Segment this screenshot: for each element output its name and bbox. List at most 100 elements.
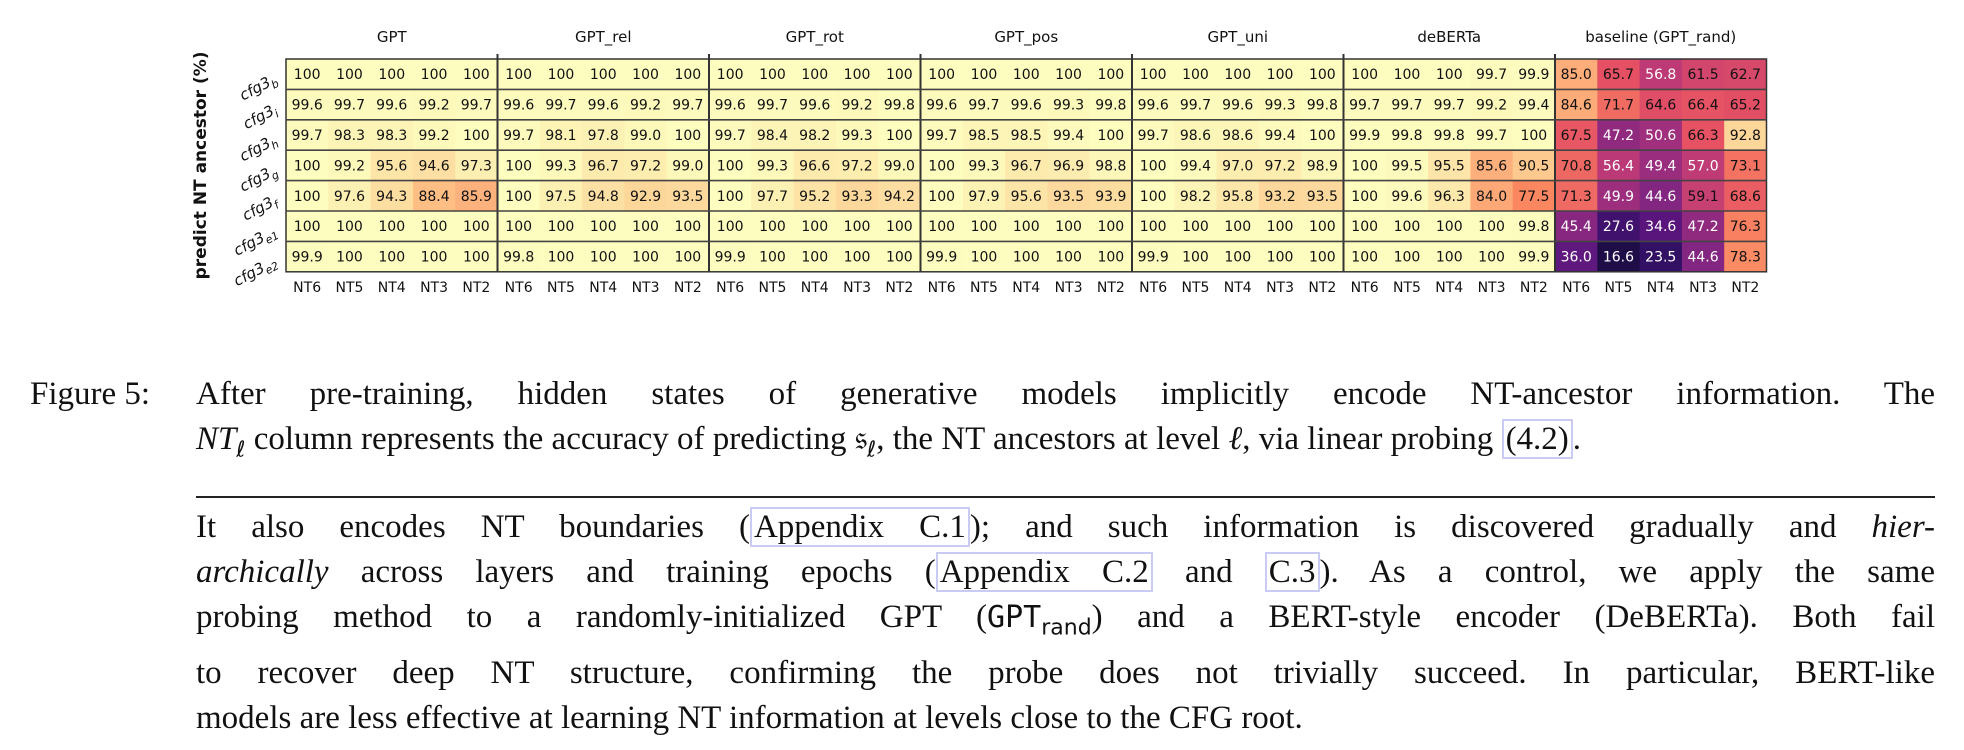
cell-value: 100 (505, 158, 532, 174)
cell-value: 100 (1097, 67, 1124, 83)
column-label: NT6 (505, 280, 533, 296)
heatmap-cell (1343, 59, 1387, 90)
cell-value: 100 (463, 67, 490, 83)
heatmap-cell (582, 89, 625, 121)
heatmap-cell (1639, 211, 1683, 242)
heatmap-cell (455, 59, 498, 90)
heatmap-cell (370, 119, 414, 151)
heatmap-cell (412, 119, 456, 151)
column-label: NT5 (1393, 280, 1421, 296)
cell-value: 100 (505, 189, 532, 205)
cell-value: 100 (928, 158, 955, 174)
group-header: GPT (377, 28, 408, 46)
heatmap-cell (370, 180, 414, 212)
cell-value: 94.2 (884, 189, 915, 205)
cell-value: 84.6 (1561, 98, 1592, 114)
cell-value: 100 (801, 219, 828, 235)
cell-value: 100 (717, 67, 744, 83)
cell-value: 99.7 (1476, 128, 1507, 144)
heatmap-cell (1724, 211, 1767, 242)
heatmap-cell (328, 59, 371, 90)
heatmap-cell (920, 89, 964, 121)
cell-value: 95.8 (1222, 189, 1253, 205)
heatmap-cell (1216, 180, 1260, 212)
heatmap-cell (1343, 241, 1387, 273)
heatmap-cell (1343, 89, 1387, 121)
heatmap-cell (1089, 59, 1133, 90)
heatmap-cell (328, 241, 371, 273)
heatmap-cell (1555, 119, 1598, 151)
heatmap-cell (1470, 89, 1514, 121)
heatmap-cell (1597, 241, 1640, 273)
cell-value: 100 (844, 67, 871, 83)
cell-value: 95.5 (1434, 158, 1465, 174)
heatmap-cell (1597, 150, 1640, 181)
cell-value: 100 (971, 219, 998, 235)
heatmap-cell (666, 150, 710, 181)
cell-value: 65.2 (1730, 98, 1761, 114)
cell-value: 100 (717, 158, 744, 174)
cell-value: 49.9 (1603, 189, 1634, 205)
heatmap-cell (328, 119, 371, 151)
cell-value: 94.8 (588, 189, 619, 205)
heatmap-cell (1724, 150, 1767, 181)
cell-value: 100 (632, 250, 659, 266)
appendix-c2-link[interactable]: Appendix C.2 (935, 552, 1153, 592)
equation-link[interactable]: (4.2) (1501, 419, 1573, 459)
cell-value: 34.6 (1645, 219, 1676, 235)
column-label: NT3 (1689, 280, 1717, 296)
cell-value: 95.2 (799, 189, 830, 205)
cell-value: 71.7 (1603, 98, 1634, 114)
appendix-c3-link[interactable]: C.3 (1264, 552, 1320, 592)
heatmap-cell (1132, 119, 1175, 151)
heatmap-cell (1132, 211, 1175, 242)
heatmap-cell (962, 89, 1006, 121)
cell-value: 100 (463, 250, 490, 266)
cell-value: 100 (1140, 189, 1167, 205)
heatmap-cell (751, 59, 794, 90)
cell-value: 98.2 (799, 128, 830, 144)
cell-value: 100 (886, 219, 913, 235)
heatmap-cell (286, 211, 329, 242)
heatmap-cell (497, 241, 541, 273)
heatmap-cell (1258, 119, 1302, 151)
cell-value: 50.6 (1645, 128, 1676, 144)
heatmap-cell (920, 241, 964, 273)
heatmap-cell (1639, 119, 1683, 151)
cell-value: 16.6 (1603, 250, 1634, 266)
group-header: baseline (GPT_rand) (1585, 28, 1736, 47)
heatmap-cell (1385, 119, 1429, 151)
heatmap-cell (1428, 241, 1471, 273)
body-line-3: probing method to a randomly-initialized… (196, 599, 1935, 641)
heatmap-cell (624, 211, 668, 242)
cell-value: 100 (1394, 250, 1421, 266)
cell-value: 99.6 (799, 98, 830, 114)
cell-value: 100 (378, 67, 405, 83)
cell-value: 100 (1394, 219, 1421, 235)
cell-value: 99.7 (1391, 98, 1422, 114)
heatmap-cell (793, 150, 837, 181)
cell-value: 100 (759, 219, 786, 235)
heatmap-cell (1512, 119, 1556, 151)
column-label: NT4 (1224, 280, 1252, 296)
cell-value: 100 (336, 67, 363, 83)
heatmap-cell (1428, 119, 1471, 151)
heatmap-cell (835, 89, 879, 121)
heatmap-cell (624, 180, 668, 212)
cell-value: 93.2 (1264, 189, 1295, 205)
cell-value: 100 (886, 128, 913, 144)
column-label: NT5 (335, 280, 363, 296)
cell-value: 99.8 (1391, 128, 1422, 144)
cell-value: 100 (971, 250, 998, 266)
heatmap-cell (1512, 150, 1556, 181)
cell-value: 47.2 (1687, 219, 1718, 235)
heatmap-cell (962, 241, 1006, 273)
heatmap-cell (1597, 119, 1640, 151)
appendix-c1-link[interactable]: Appendix C.1 (749, 507, 970, 547)
cell-value: 100 (1267, 250, 1294, 266)
heatmap-cell (1047, 211, 1091, 242)
heatmap-cell (835, 150, 879, 181)
heatmap-cell (455, 150, 498, 181)
heatmap-cell (1681, 119, 1725, 151)
cell-value: 100 (1309, 250, 1336, 266)
